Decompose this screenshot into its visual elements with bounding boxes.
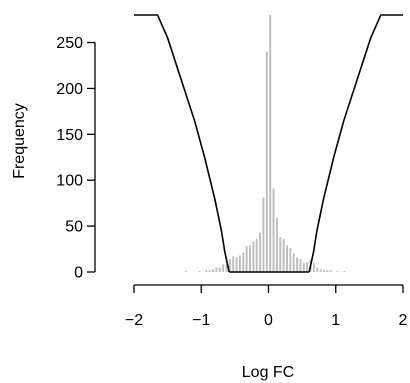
x-axis-title: Log FC (242, 364, 294, 381)
threshold-curve-left (134, 14, 230, 273)
histogram-bar-39 (329, 270, 332, 272)
histogram-bar-14 (245, 246, 248, 272)
histogram-bar-30 (299, 259, 302, 272)
histogram-bar-38 (326, 270, 329, 272)
histogram-bar-40 (336, 271, 339, 272)
histogram-bar-3 (208, 270, 211, 272)
histogram-bar-21 (269, 15, 272, 272)
histogram-bar-18 (259, 232, 262, 272)
histogram-bar-10 (232, 256, 235, 272)
histogram-bar-12 (238, 255, 241, 272)
histogram-bar-31 (302, 262, 305, 272)
histogram-bar-27 (289, 248, 292, 272)
y-tick-label-2: 100 (56, 173, 83, 190)
histogram-bar-13 (242, 252, 245, 272)
y-tick-label-4: 200 (56, 81, 83, 98)
threshold-curve-right (308, 14, 403, 273)
histogram-bar-22 (272, 188, 275, 272)
histogram-bar-17 (255, 238, 258, 272)
histogram-bar-34 (312, 262, 315, 272)
x-tick-label-4: 2 (399, 312, 408, 329)
histogram-bar-6 (218, 267, 221, 272)
histogram-bar-15 (249, 245, 251, 272)
x-axis: −2 −1 0 1 2 (125, 284, 408, 329)
histogram-bar-0 (185, 271, 188, 272)
histogram-bar-26 (286, 245, 288, 272)
threshold-curves (134, 14, 403, 273)
histogram-bars (185, 15, 346, 273)
y-axis: 0 50 100 150 200 250 (56, 35, 96, 282)
histogram-bar-1 (198, 271, 201, 272)
histogram-bar-29 (296, 257, 299, 272)
histogram-bar-11 (235, 257, 238, 272)
y-tick-label-5: 250 (56, 35, 83, 52)
histogram-bar-32 (306, 261, 309, 272)
histogram-bar-25 (282, 238, 285, 272)
histogram-bar-8 (225, 263, 228, 272)
y-axis-title: Frequency (11, 103, 28, 179)
histogram-bar-5 (215, 267, 218, 272)
histogram-bar-36 (319, 269, 322, 272)
x-tick-label-0: −2 (125, 312, 143, 329)
histogram-bar-23 (275, 217, 278, 272)
histogram-bar-20 (265, 51, 268, 273)
histogram-bar-28 (292, 253, 295, 272)
histogram-bar-9 (228, 259, 231, 272)
y-tick-label-1: 50 (65, 219, 83, 236)
histogram-bar-19 (262, 197, 265, 272)
histogram-bar-35 (316, 267, 319, 272)
histogram-bar-4 (212, 269, 214, 272)
histogram-bar-37 (323, 270, 325, 272)
histogram-bar-2 (205, 270, 208, 272)
histogram-bar-41 (343, 271, 346, 272)
x-tick-label-1: −1 (192, 312, 210, 329)
x-tick-label-3: 1 (331, 312, 340, 329)
y-tick-label-0: 0 (74, 265, 83, 282)
y-tick-label-3: 150 (56, 127, 83, 144)
histogram-bar-24 (279, 237, 282, 272)
histogram-bar-16 (252, 241, 255, 272)
histogram-bar-7 (222, 264, 225, 272)
x-tick-label-2: 0 (264, 312, 273, 329)
